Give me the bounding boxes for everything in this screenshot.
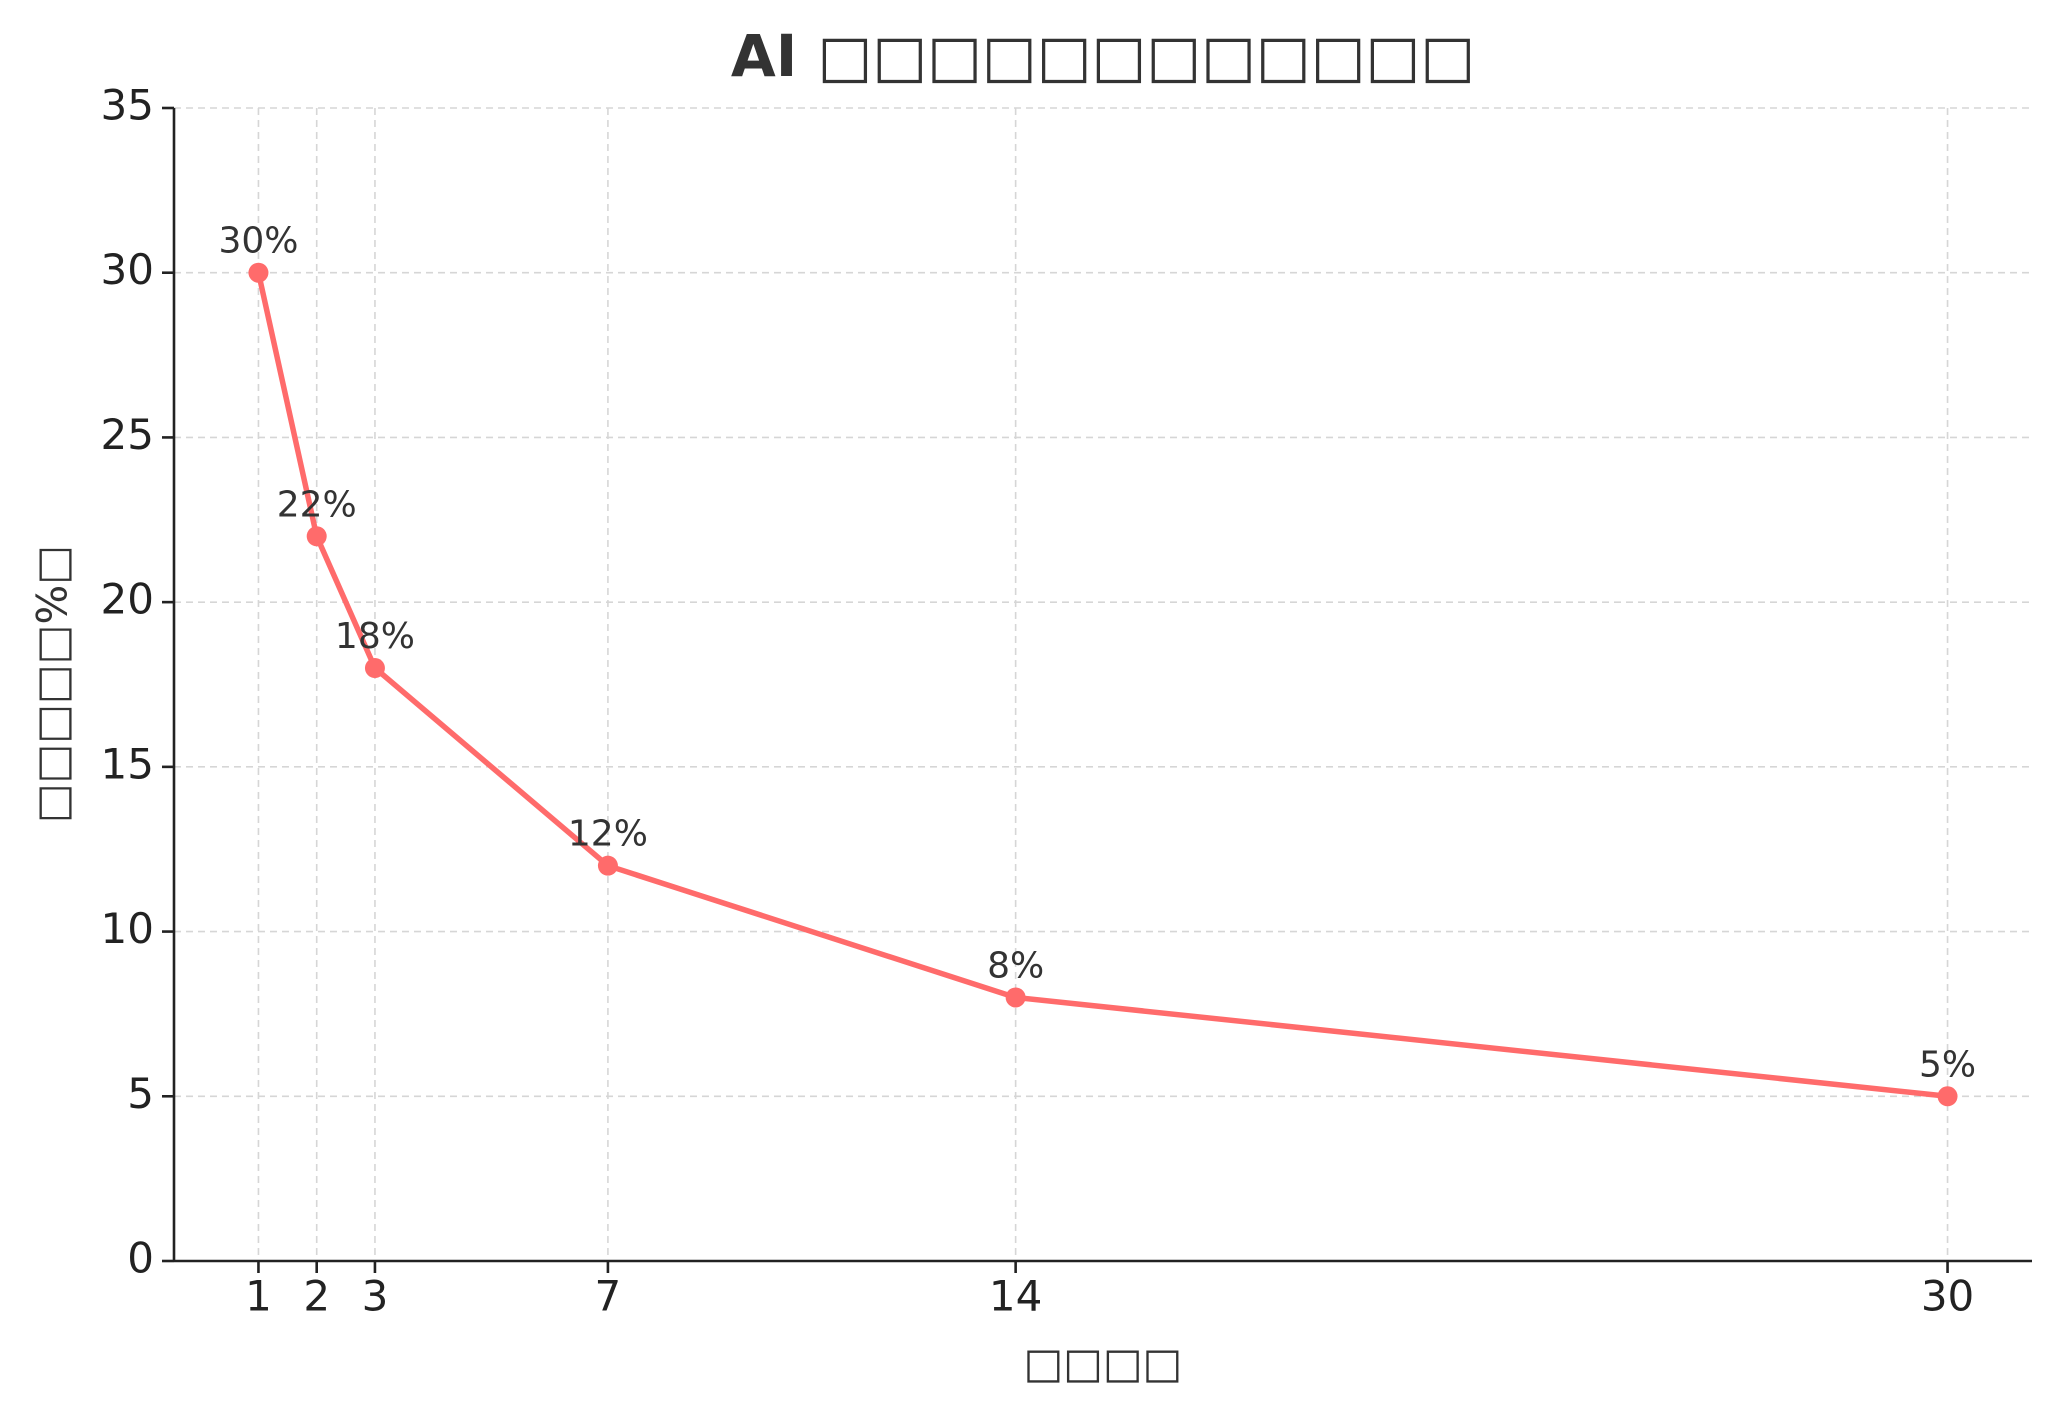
y-axis-label: □□□□□%□ <box>28 545 77 823</box>
y-tick-label: 10 <box>101 904 154 953</box>
x-tick-label: 2 <box>303 1272 330 1321</box>
chart-title: AI □□□□□□□□□□□□ <box>731 22 1475 90</box>
y-tick-label: 35 <box>101 81 154 130</box>
y-tick-label: 15 <box>101 739 154 788</box>
x-tick-label: 7 <box>595 1272 622 1321</box>
x-tick-label: 3 <box>362 1272 389 1321</box>
x-tick-label: 1 <box>245 1272 272 1321</box>
data-label: 18% <box>335 616 415 657</box>
x-tick-label: 14 <box>989 1272 1042 1321</box>
point <box>597 855 618 876</box>
y-tick-label: 20 <box>101 575 154 624</box>
point <box>248 262 269 283</box>
data-label: 22% <box>277 484 357 525</box>
y-tick-label: 0 <box>127 1234 154 1283</box>
point <box>364 658 385 679</box>
data-label: 30% <box>218 221 298 262</box>
data-label: 12% <box>568 814 648 855</box>
x-tick-label: 30 <box>1921 1272 1974 1321</box>
point <box>1937 1086 1958 1107</box>
data-label: 8% <box>987 945 1044 986</box>
point <box>306 526 327 547</box>
y-tick-label: 25 <box>101 410 154 459</box>
line <box>255 272 1948 1100</box>
data-label: 5% <box>1919 1044 1976 1085</box>
y-tick-label: 30 <box>101 245 154 294</box>
point <box>1005 987 1026 1008</box>
y-tick-label: 5 <box>127 1069 154 1118</box>
x-axis-label: □□□□ <box>1024 1339 1183 1388</box>
